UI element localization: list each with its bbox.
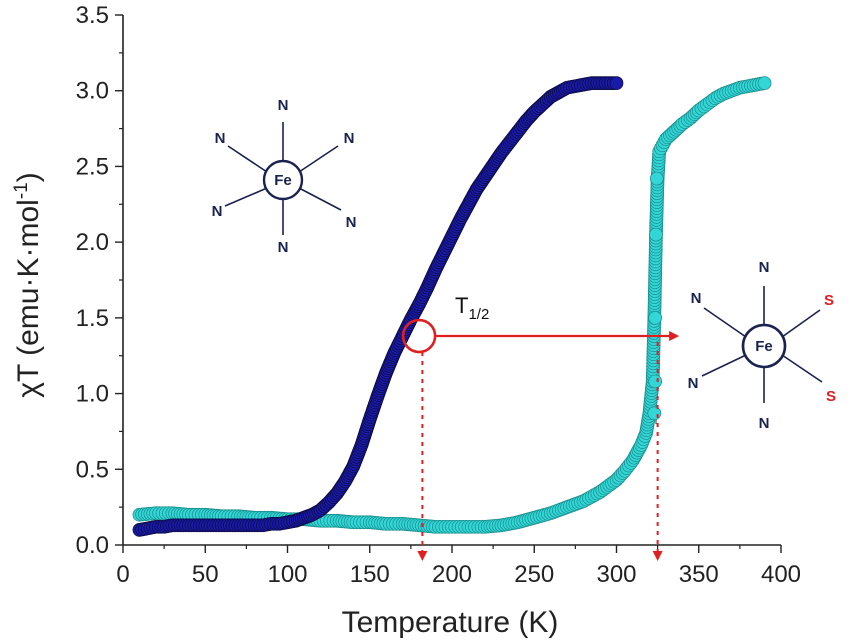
x-tick-label: 100 xyxy=(267,561,307,588)
molecule-left-fen6: Fe N N N N N N xyxy=(212,97,357,256)
y-axis-base: T (emu·K·mol xyxy=(12,199,45,382)
series-layer xyxy=(132,76,772,537)
y-axis-close: ) xyxy=(12,172,45,182)
n-atom: N xyxy=(759,259,770,276)
fe-atom-circle xyxy=(262,159,304,201)
y-axis-exp: -1 xyxy=(11,182,32,199)
y-axis-chi: χ xyxy=(12,382,45,398)
n-atom: N xyxy=(215,130,226,147)
x-tick-label: 300 xyxy=(596,561,636,588)
y-tick-label: 2.0 xyxy=(76,229,109,256)
bond xyxy=(701,354,747,377)
data-point xyxy=(648,374,663,389)
x-tick-label: 200 xyxy=(432,561,472,588)
fe-atom-label: Fe xyxy=(274,172,292,189)
x-tick-label: 350 xyxy=(679,561,719,588)
t-half-subscript: 1/2 xyxy=(468,306,489,323)
n-atom: N xyxy=(212,203,223,220)
y-tick-label: 0.5 xyxy=(76,456,109,483)
data-point xyxy=(609,76,624,90)
series-1 xyxy=(132,76,624,537)
bond xyxy=(227,145,268,173)
n-atom: N xyxy=(759,415,770,432)
x-tick-label: 0 xyxy=(116,561,129,588)
bond xyxy=(298,145,339,173)
x-tick-label: 50 xyxy=(192,561,219,588)
y-tick-label: 1.0 xyxy=(76,381,109,408)
n-atom: N xyxy=(344,130,355,147)
x-tick-label: 400 xyxy=(761,561,801,588)
data-point xyxy=(649,171,664,186)
y-tick-label: 1.5 xyxy=(76,305,109,332)
bond xyxy=(781,354,823,383)
bond xyxy=(703,307,747,338)
bond xyxy=(298,187,342,211)
series-2 xyxy=(132,76,772,534)
s-atom: S xyxy=(826,388,836,405)
x-tick-label: 250 xyxy=(514,561,554,588)
bond xyxy=(224,187,268,207)
n-atom: N xyxy=(346,214,357,231)
annotations xyxy=(401,318,680,561)
n-atom: N xyxy=(688,375,699,392)
y-axis-title: χT (emu·K·mol-1) xyxy=(11,172,45,397)
data-point xyxy=(648,311,663,325)
molecule-right-fen4s2: Fe N N N N S S xyxy=(688,259,836,432)
y-tick-label: 2.5 xyxy=(76,153,109,180)
s-atom: S xyxy=(824,292,834,309)
data-point xyxy=(649,227,663,242)
n-atom: N xyxy=(691,290,702,307)
t-half-label: T1/2 xyxy=(455,293,489,323)
fe-atom-label: Fe xyxy=(755,338,773,355)
y-tick-label: 0.0 xyxy=(76,532,109,559)
y-tick-label: 3.0 xyxy=(76,78,109,105)
x-axis-title: Temperature (K) xyxy=(342,606,559,639)
n-atom: N xyxy=(278,97,289,114)
bond xyxy=(781,309,821,338)
n-atom: N xyxy=(278,239,289,256)
fe-atom-circle xyxy=(741,323,787,369)
y-tick-label: 3.5 xyxy=(76,2,109,29)
data-point xyxy=(757,76,772,90)
axes: 0 50 100 150 200 250 300 350 400 0.0 0.5 1.0 1.5 2.0 2… xyxy=(76,2,801,588)
data-point xyxy=(647,406,662,421)
x-tick-label: 150 xyxy=(350,561,390,588)
